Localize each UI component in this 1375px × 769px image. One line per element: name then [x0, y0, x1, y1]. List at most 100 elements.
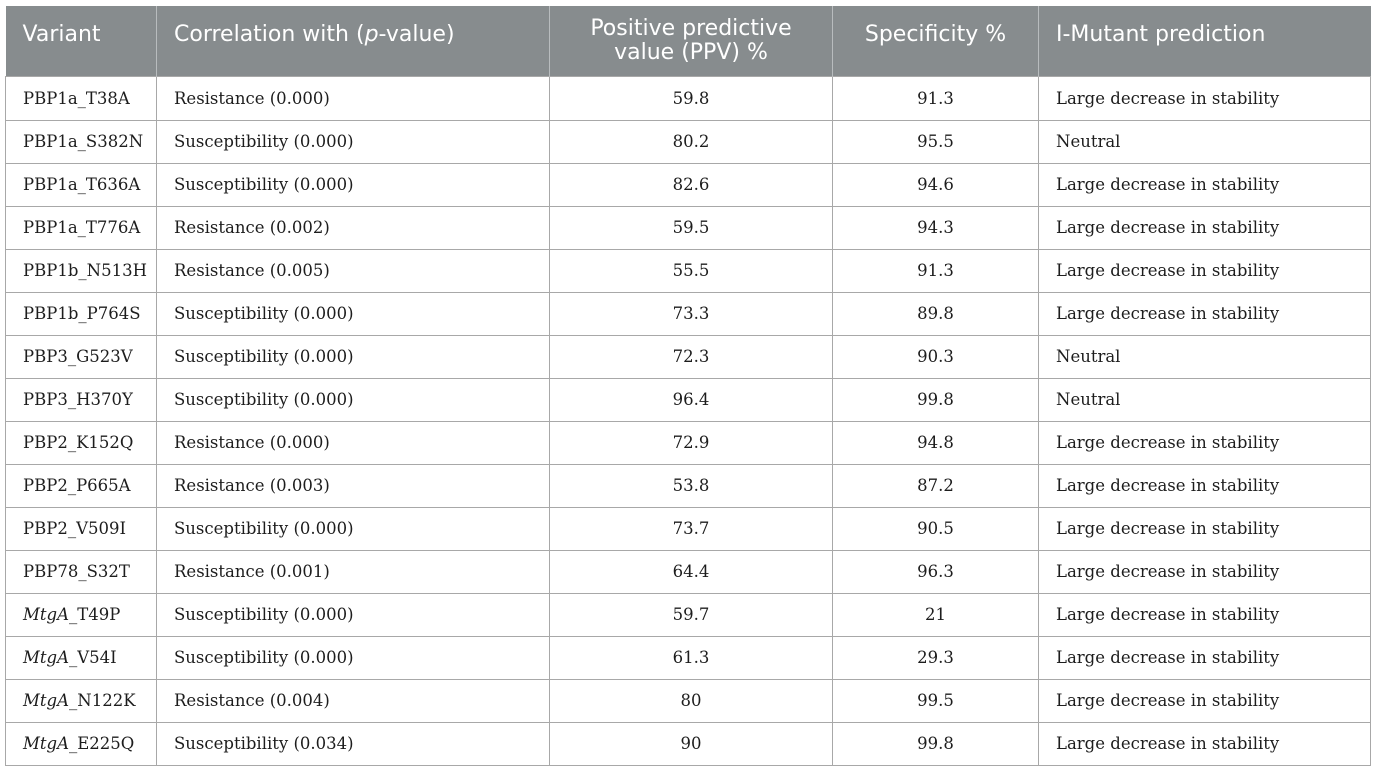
cell-specificity: 91.3	[832, 248, 1039, 293]
cell-prediction: Large decrease in stability	[1038, 721, 1371, 766]
variant-name: PBP1b_N513H	[23, 261, 147, 280]
cell-specificity: 94.8	[832, 420, 1039, 465]
cell-specificity: 94.3	[832, 205, 1039, 250]
header-variant: Variant	[5, 6, 157, 76]
table-row: PBP3_H370Y Susceptibility (0.000) 96.4 99.8…	[5, 377, 1371, 422]
cell-prediction: Large decrease in stability	[1038, 75, 1371, 121]
cell-correlation: Resistance (0.002)	[156, 205, 550, 250]
cell-variant: PBP3_H370Y	[5, 377, 157, 422]
cell-prediction: Large decrease in stability	[1038, 678, 1371, 723]
cell-prediction: Large decrease in stability	[1038, 205, 1371, 250]
cell-specificity: 90.5	[832, 506, 1039, 551]
variant-name: PBP2_V509I	[23, 519, 127, 538]
cell-ppv: 64.4	[549, 549, 833, 594]
cell-correlation: Susceptibility (0.034)	[156, 721, 550, 766]
cell-prediction: Large decrease in stability	[1038, 291, 1371, 336]
header-row: Variant Correlation with (p-value) Posit…	[5, 6, 1371, 76]
variant-gene-italic: MtgA	[23, 648, 70, 667]
cell-variant: PBP2_V509I	[5, 506, 157, 551]
table-row: MtgA_E225Q Susceptibility (0.034) 90 99.8 La…	[5, 721, 1371, 766]
variant-name: PBP2_P665A	[23, 476, 131, 495]
header-correlation: Correlation with (p-value)	[156, 6, 550, 76]
cell-prediction: Neutral	[1038, 334, 1371, 379]
cell-prediction: Large decrease in stability	[1038, 592, 1371, 637]
variant-table: Variant Correlation with (p-value) Posit…	[5, 6, 1371, 766]
table-row: PBP1a_T38A Resistance (0.000) 59.8 91.3 Larg…	[5, 75, 1371, 121]
variant-gene-italic: MtgA	[23, 691, 70, 710]
cell-variant: PBP1b_P764S	[5, 291, 157, 336]
cell-variant: PBP1a_T776A	[5, 205, 157, 250]
cell-ppv: 72.9	[549, 420, 833, 465]
cell-specificity: 95.5	[832, 119, 1039, 164]
variant-gene-italic: MtgA	[23, 734, 70, 753]
cell-prediction: Large decrease in stability	[1038, 549, 1371, 594]
cell-variant: PBP1b_N513H	[5, 248, 157, 293]
table-row: PBP78_S32T Resistance (0.001) 64.4 96.3 Larg…	[5, 549, 1371, 594]
header-ppv-line1: Positive predictive	[590, 15, 792, 41]
cell-ppv: 96.4	[549, 377, 833, 422]
cell-specificity: 99.5	[832, 678, 1039, 723]
cell-specificity: 99.8	[832, 377, 1039, 422]
cell-variant: PBP3_G523V	[5, 334, 157, 379]
header-ppv-line2: value (PPV) %	[614, 39, 768, 65]
cell-ppv: 72.3	[549, 334, 833, 379]
cell-prediction: Large decrease in stability	[1038, 506, 1371, 551]
cell-correlation: Susceptibility (0.000)	[156, 635, 550, 680]
cell-prediction: Large decrease in stability	[1038, 248, 1371, 293]
cell-specificity: 29.3	[832, 635, 1039, 680]
table-row: PBP1a_T636A Susceptibility (0.000) 82.6 94.…	[5, 162, 1371, 207]
variant-name: PBP2_K152Q	[23, 433, 134, 452]
cell-ppv: 73.3	[549, 291, 833, 336]
table-row: MtgA_V54I Susceptibility (0.000) 61.3 29.3 L…	[5, 635, 1371, 680]
variant-name: PBP1a_T636A	[23, 175, 141, 194]
cell-prediction: Large decrease in stability	[1038, 635, 1371, 680]
variant-name: PBP3_H370Y	[23, 390, 133, 409]
cell-specificity: 87.2	[832, 463, 1039, 508]
variant-name: PBP1a_T38A	[23, 88, 130, 108]
cell-variant: PBP78_S32T	[5, 549, 157, 594]
cell-correlation: Susceptibility (0.000)	[156, 377, 550, 422]
header-correlation-prefix: Correlation with (	[174, 21, 365, 47]
cell-prediction: Large decrease in stability	[1038, 463, 1371, 508]
cell-variant: MtgA_N122K	[5, 678, 157, 723]
variant-name: PBP78_S32T	[23, 562, 130, 581]
variant-name: PBP1b_P764S	[23, 304, 141, 323]
cell-ppv: 53.8	[549, 463, 833, 508]
header-imutant: I-Mutant prediction	[1038, 6, 1371, 76]
table-row: MtgA_T49P Susceptibility (0.000) 59.7 21 Lar…	[5, 592, 1371, 637]
cell-correlation: Susceptibility (0.000)	[156, 506, 550, 551]
variant-name: _N122K	[69, 691, 136, 710]
table-row: PBP1a_S382N Susceptibility (0.000) 80.2 95.…	[5, 119, 1371, 164]
cell-prediction: Neutral	[1038, 119, 1371, 164]
cell-variant: MtgA_V54I	[5, 635, 157, 680]
variant-name: PBP3_G523V	[23, 347, 133, 366]
cell-prediction: Large decrease in stability	[1038, 162, 1371, 207]
cell-correlation: Susceptibility (0.000)	[156, 334, 550, 379]
cell-prediction: Large decrease in stability	[1038, 420, 1371, 465]
cell-ppv: 59.7	[549, 592, 833, 637]
cell-ppv: 55.5	[549, 248, 833, 293]
cell-ppv: 90	[549, 721, 833, 766]
variant-name: _E225Q	[69, 734, 135, 753]
table-row: PBP1a_T776A Resistance (0.002) 59.5 94.3 Lar…	[5, 205, 1371, 250]
cell-specificity: 96.3	[832, 549, 1039, 594]
cell-ppv: 73.7	[549, 506, 833, 551]
cell-correlation: Susceptibility (0.000)	[156, 291, 550, 336]
cell-specificity: 99.8	[832, 721, 1039, 766]
cell-ppv: 61.3	[549, 635, 833, 680]
cell-variant: PBP1a_S382N	[5, 119, 157, 164]
cell-specificity: 89.8	[832, 291, 1039, 336]
cell-variant: MtgA_E225Q	[5, 721, 157, 766]
cell-variant: PBP1a_T636A	[5, 162, 157, 207]
table-row: PBP2_K152Q Resistance (0.000) 72.9 94.8 Larg…	[5, 420, 1371, 465]
variant-name: _T49P	[69, 605, 121, 624]
cell-variant: MtgA_T49P	[5, 592, 157, 637]
cell-variant: PBP2_K152Q	[5, 420, 157, 465]
cell-correlation: Resistance (0.005)	[156, 248, 550, 293]
cell-correlation: Resistance (0.004)	[156, 678, 550, 723]
cell-specificity: 90.3	[832, 334, 1039, 379]
cell-variant: PBP2_P665A	[5, 463, 157, 508]
table-row: PBP1b_N513H Resistance (0.005) 55.5 91.3 Lar…	[5, 248, 1371, 293]
cell-specificity: 21	[832, 592, 1039, 637]
table-row: PBP2_P665A Resistance (0.003) 53.8 87.2 Larg…	[5, 463, 1371, 508]
